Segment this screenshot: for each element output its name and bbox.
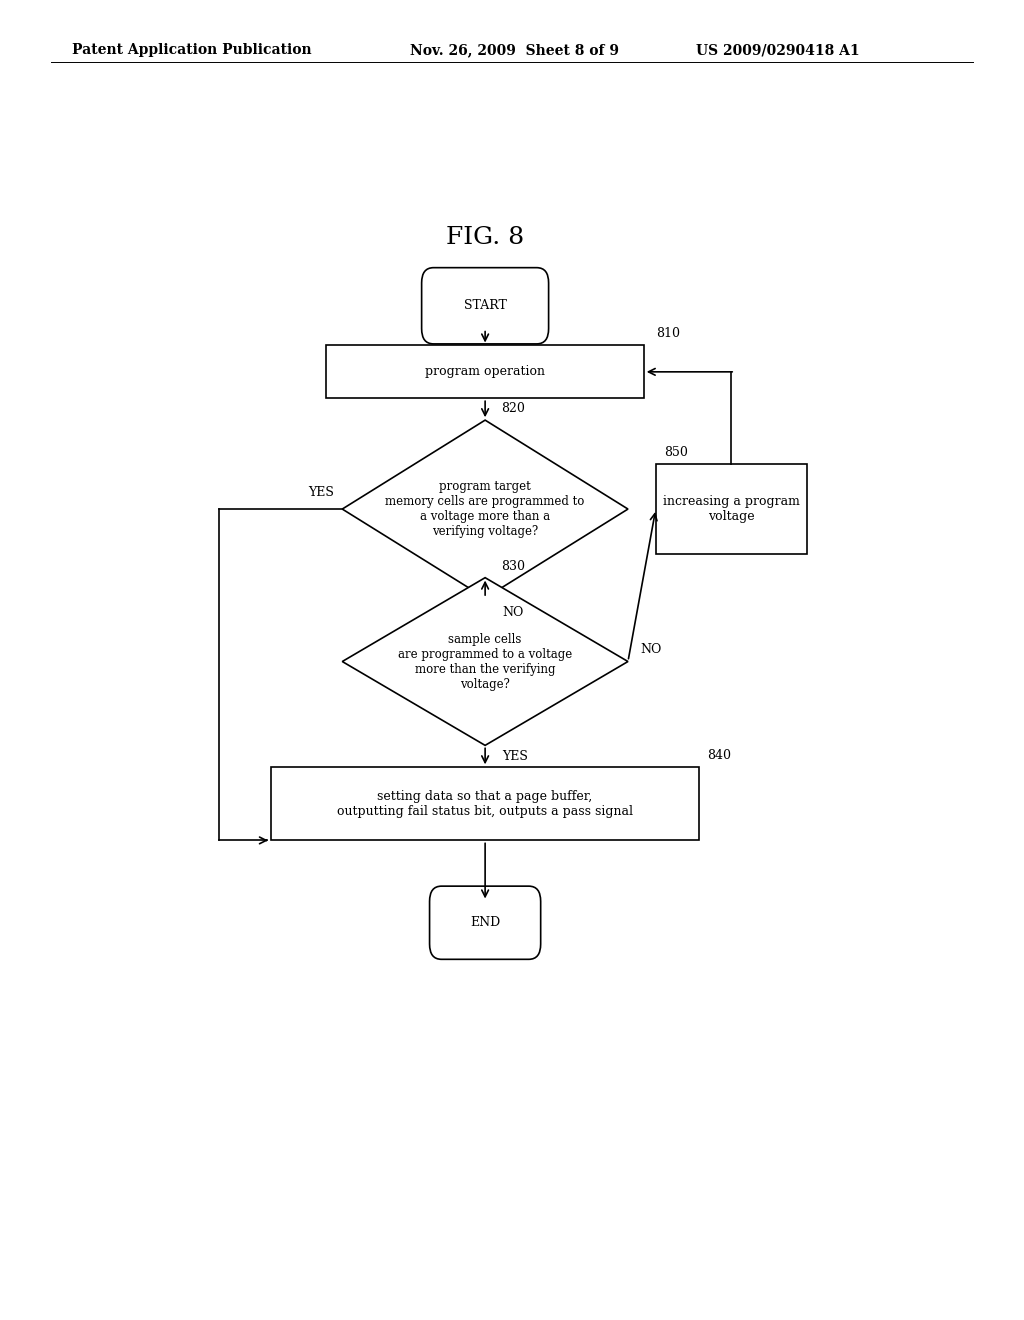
Text: sample cells
are programmed to a voltage
more than the verifying
voltage?: sample cells are programmed to a voltage…: [398, 632, 572, 690]
FancyBboxPatch shape: [270, 767, 699, 841]
Text: Nov. 26, 2009  Sheet 8 of 9: Nov. 26, 2009 Sheet 8 of 9: [410, 44, 618, 57]
Text: YES: YES: [503, 751, 528, 763]
Text: 820: 820: [501, 403, 525, 414]
Text: NO: NO: [640, 643, 662, 656]
FancyBboxPatch shape: [430, 886, 541, 960]
Text: program operation: program operation: [425, 366, 545, 379]
Text: FIG. 8: FIG. 8: [446, 226, 524, 249]
Text: END: END: [470, 916, 501, 929]
Text: setting data so that a page buffer,
outputting fail status bit, outputs a pass s: setting data so that a page buffer, outp…: [337, 789, 633, 818]
Text: NO: NO: [503, 606, 524, 619]
FancyBboxPatch shape: [655, 465, 807, 554]
Text: START: START: [464, 300, 507, 313]
Text: 810: 810: [655, 327, 680, 341]
Text: YES: YES: [308, 486, 334, 499]
Text: 850: 850: [664, 446, 687, 459]
Text: Patent Application Publication: Patent Application Publication: [72, 44, 311, 57]
Polygon shape: [342, 420, 628, 598]
Text: 840: 840: [708, 750, 731, 762]
Text: 830: 830: [501, 560, 525, 573]
FancyBboxPatch shape: [422, 268, 549, 345]
FancyBboxPatch shape: [327, 346, 644, 399]
Text: program target
memory cells are programmed to
a voltage more than a
verifying vo: program target memory cells are programm…: [385, 480, 585, 539]
Text: US 2009/0290418 A1: US 2009/0290418 A1: [696, 44, 860, 57]
Polygon shape: [342, 578, 628, 746]
Text: increasing a program
voltage: increasing a program voltage: [663, 495, 800, 523]
